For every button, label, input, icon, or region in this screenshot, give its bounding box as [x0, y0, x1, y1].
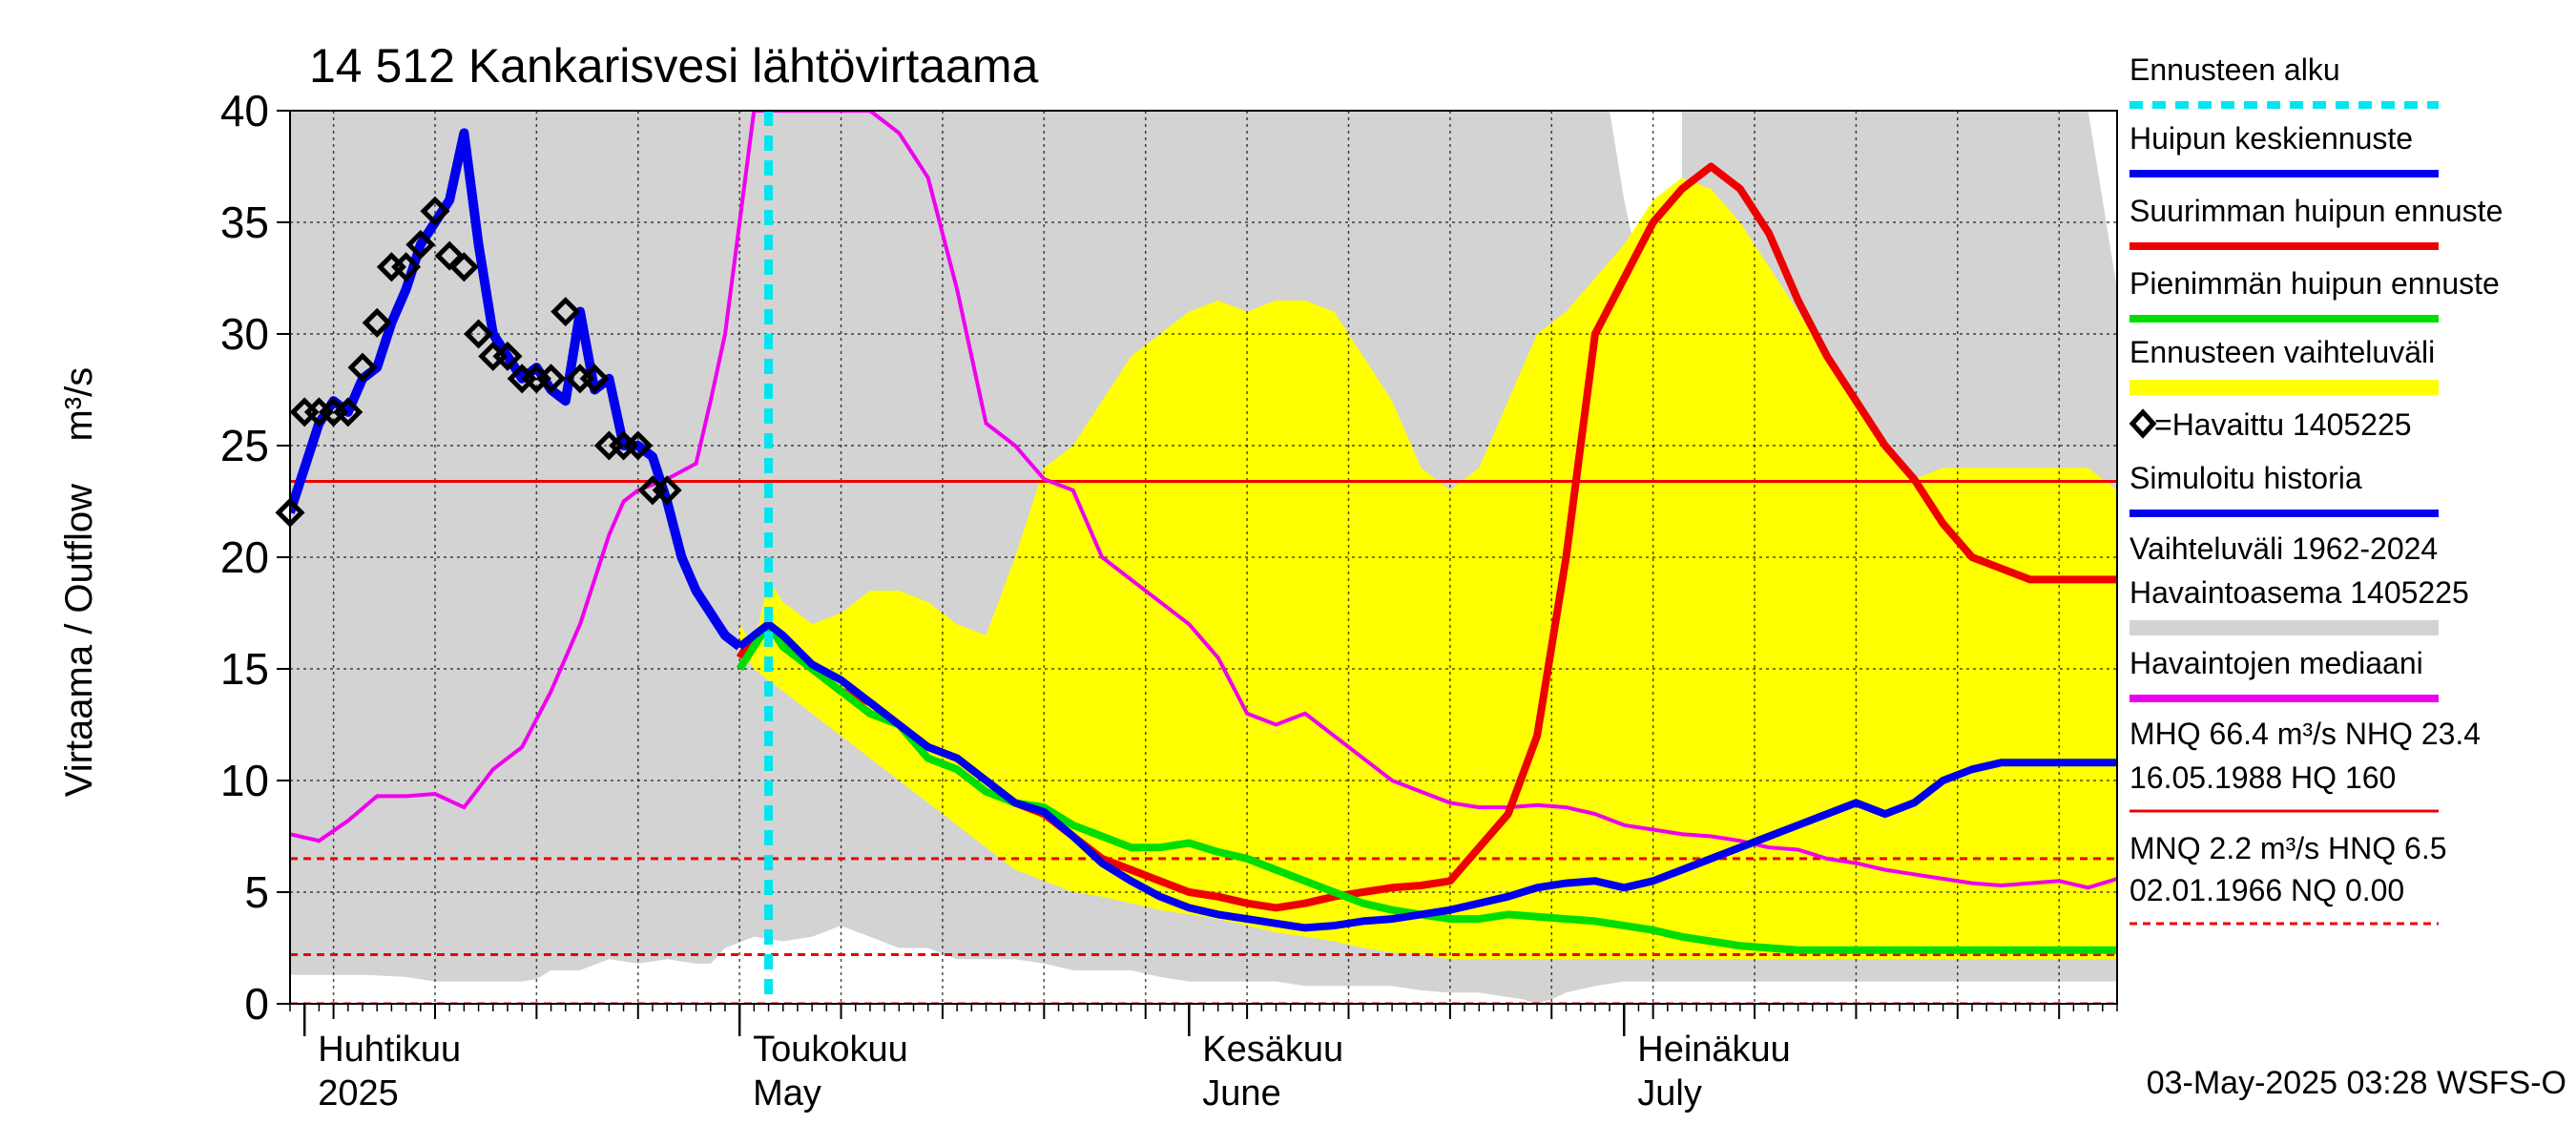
observed-point: [464, 319, 494, 349]
x-month-label: Heinäkuu: [1637, 1030, 1791, 1070]
legend-max-forecast-label: Suurimman huipun ennuste: [2129, 194, 2503, 228]
x-month-label: Kesäkuu: [1202, 1030, 1343, 1070]
legend: Ennusteen alku Huipun keskiennuste Suurimm…: [2129, 52, 2503, 926]
observed-point: [362, 307, 392, 338]
observed-point: [391, 252, 422, 282]
y-tick-label: 30: [220, 309, 269, 359]
forecast-range-band: [739, 177, 2117, 960]
legend-min-forecast-label: Pienimmän huipun ennuste: [2129, 266, 2500, 301]
observed-point: [579, 364, 610, 394]
chart-title: 14 512 Kankarisvesi lähtövirtaama: [309, 39, 1038, 93]
timestamp: 03-May-2025 03:28 WSFS-O: [2147, 1065, 2566, 1101]
observed-point: [405, 229, 436, 260]
min-forecast-line: [736, 620, 2117, 954]
median-line: [290, 111, 2117, 890]
x-month-sublabel: 2025: [318, 1073, 399, 1114]
legend-mhq-label: MHQ 66.4 m³/s NHQ 23.4: [2129, 717, 2481, 751]
mean-forecast-line: [737, 620, 2117, 932]
legend-hist-range-label: Vaihteluväli 1962-2024: [2129, 531, 2438, 566]
observed-point: [623, 430, 654, 461]
y-tick-label: 40: [220, 86, 269, 135]
observed-point: [448, 252, 479, 282]
legend-hist-range-sublabel: Havaintoasema 1405225: [2129, 575, 2469, 610]
legend-mhq-sublabel: 16.05.1988 HQ 160: [2129, 760, 2396, 795]
legend-simulated-label: Simuloitu historia: [2129, 461, 2362, 495]
axes-layer: 0510152025303540Huhtikuu2025ToukokuuMayK…: [220, 86, 2118, 1114]
legend-mean-forecast-label: Huipun keskiennuste: [2129, 121, 2413, 156]
x-month-sublabel: June: [1202, 1073, 1280, 1114]
legend-forecast-range-label: Ennusteen vaihteluväli: [2129, 335, 2435, 369]
observed-point: [420, 196, 450, 226]
legend-mnq-sublabel: 02.01.1966 NQ 0.00: [2129, 873, 2404, 907]
y-axis-label: Virtaama / Outflow m³/s: [58, 367, 100, 798]
legend-observed-marker: [2129, 408, 2157, 439]
y-tick-label: 25: [220, 421, 269, 470]
x-month-sublabel: July: [1637, 1073, 1702, 1114]
observed-point: [652, 475, 682, 506]
x-month-label: Huhtikuu: [318, 1030, 461, 1070]
y-tick-label: 0: [244, 979, 269, 1029]
legend-forecast-start-label: Ennusteen alku: [2129, 52, 2340, 87]
observed-point: [536, 364, 567, 394]
x-month-sublabel: May: [753, 1073, 821, 1114]
observed-markers-layer: [275, 196, 682, 528]
y-tick-label: 35: [220, 198, 269, 247]
x-month-label: Toukokuu: [753, 1030, 908, 1070]
legend-mnq-label: MNQ 2.2 m³/s HNQ 6.5: [2129, 831, 2447, 865]
observed-point: [492, 341, 523, 371]
y-tick-label: 15: [220, 644, 269, 694]
y-tick-label: 10: [220, 756, 269, 805]
plot-area: [275, 110, 2118, 1005]
legend-observed-label: =Havaittu 1405225: [2154, 407, 2412, 442]
observed-point: [551, 297, 581, 327]
series-layer: [290, 111, 2117, 1004]
legend-median-label: Havaintojen mediaani: [2129, 646, 2423, 680]
observed-point: [333, 397, 364, 427]
y-tick-label: 5: [244, 867, 269, 917]
observed-point: [347, 352, 378, 383]
y-tick-label: 20: [220, 532, 269, 582]
